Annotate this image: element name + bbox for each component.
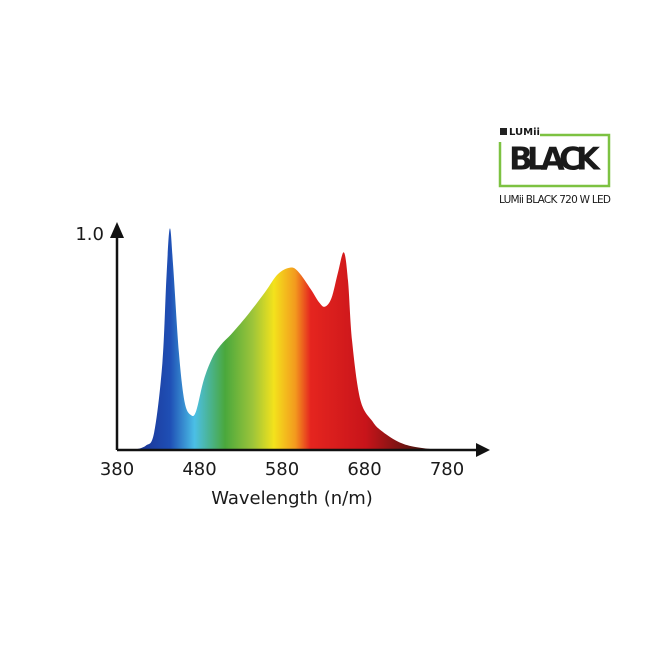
x-tick-label: 780 <box>430 459 464 480</box>
logo-icon <box>500 128 507 135</box>
logo-caption: LUMii BLACK 720 W LED <box>499 194 611 206</box>
x-axis-arrow <box>476 443 490 457</box>
x-axis-label: Wavelength (n/m) <box>211 488 373 509</box>
x-tick-label: 680 <box>347 459 381 480</box>
spectrum-area <box>133 228 439 450</box>
logo-title: BLACK <box>509 142 601 178</box>
logo-frame <box>498 133 611 188</box>
logo: LUMii BLACK LUMii BLACK 720 W LED <box>498 127 611 206</box>
x-tick-label: 480 <box>182 459 216 480</box>
y-axis-arrow <box>110 222 124 238</box>
logo-brand: LUMii <box>509 127 540 138</box>
x-tick-label: 380 <box>100 459 134 480</box>
plot-area <box>133 228 439 450</box>
y-tick-label: 1.0 <box>75 224 104 245</box>
x-tick-label: 580 <box>265 459 299 480</box>
